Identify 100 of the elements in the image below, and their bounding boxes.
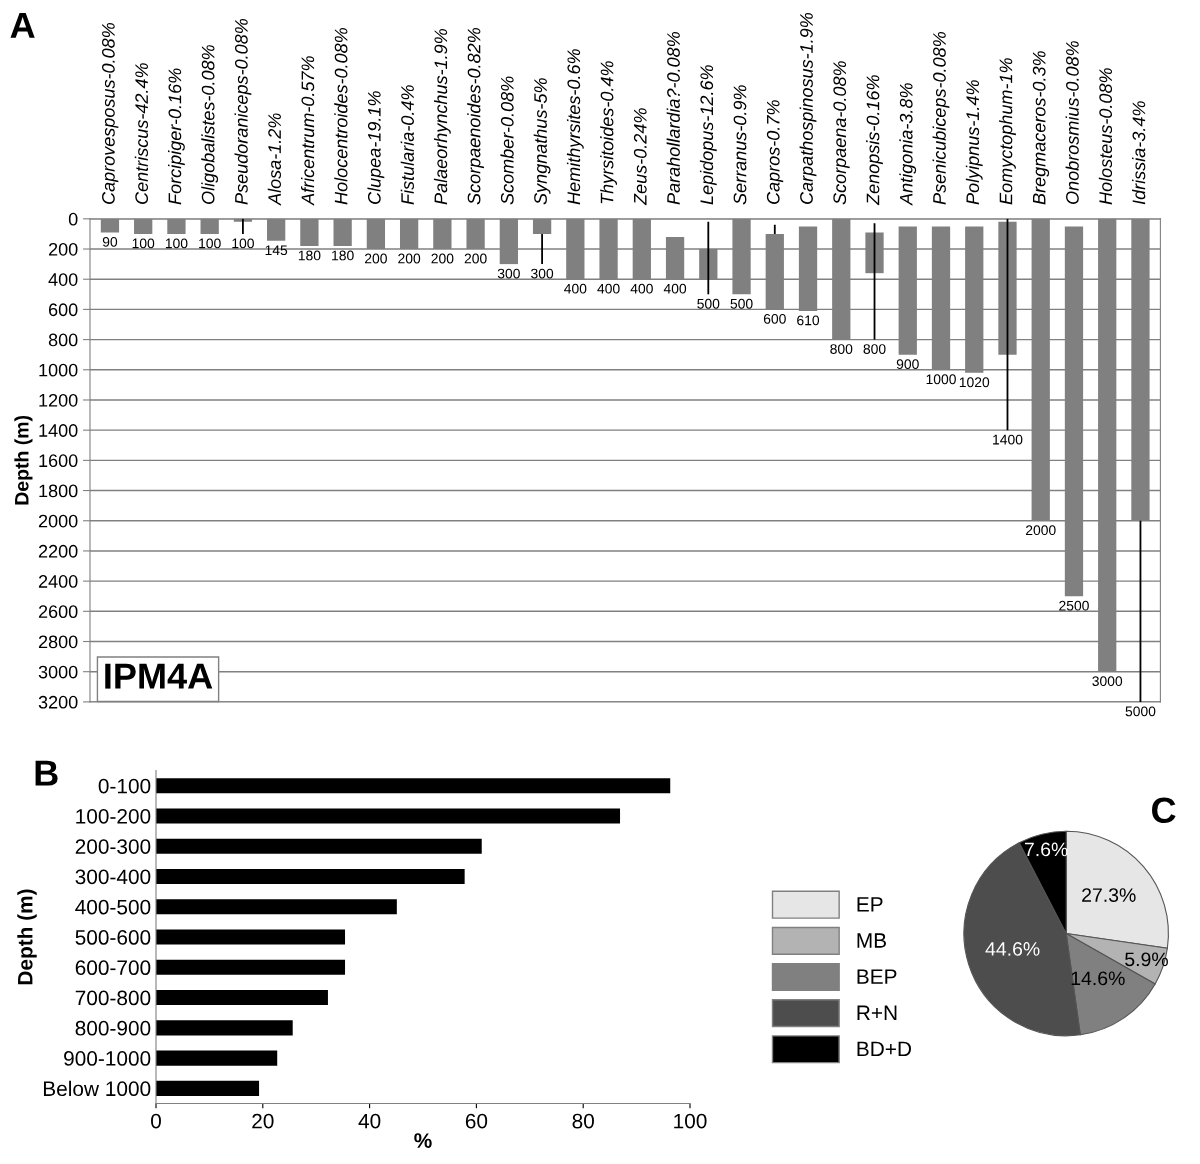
y-tick-label: 200-300: [75, 839, 151, 854]
legend-label: BEP: [857, 969, 897, 984]
x-tick-label: Lepidopus-12.6%: [699, 65, 717, 205]
y-tick-label: 1000: [39, 363, 78, 377]
data-label: 2500: [1059, 600, 1089, 611]
data-label: 300: [497, 268, 520, 279]
x-tick-label: Zenopsis-0.16%: [866, 75, 883, 206]
y-tick-label: 0: [68, 212, 78, 226]
y-tick-label: Below 1000: [43, 1080, 151, 1097]
x-tick-label: Parahollardia?-0.08%: [666, 32, 680, 205]
data-label: 100: [132, 238, 155, 249]
x-tick-label: Clupea-19.1%: [367, 91, 385, 204]
data-label: 1000: [926, 374, 956, 385]
y-tick-label: 800: [48, 333, 78, 347]
y-tick-label: 2400: [38, 575, 78, 588]
x-tick-label: Centriscus-42.4%: [134, 63, 149, 204]
x-tick-label: Holocentroides-0.08%: [334, 28, 348, 205]
data-label: 90: [102, 236, 118, 247]
bar: [156, 1020, 293, 1036]
x-tick-label: 100: [674, 1113, 707, 1129]
data-label: 400: [597, 283, 620, 294]
x-tick-label: 80: [572, 1113, 594, 1129]
x-tick-label: Pseudoraniceps-0.08%: [234, 19, 252, 205]
annotation: IPM4A: [105, 663, 213, 689]
data-label: 180: [298, 250, 321, 261]
chart-title: A: [10, 12, 35, 38]
annotation: 100: [232, 238, 254, 249]
y-tick-label: 1200: [39, 393, 78, 407]
data-label: 100: [165, 238, 188, 249]
y-tick-label: 1600: [39, 454, 78, 468]
bar: [156, 808, 621, 824]
x-tick-label: Carpathospinosus-1.9%: [799, 13, 817, 204]
data-label: 900: [896, 359, 919, 370]
x-tick-label: 40: [358, 1113, 381, 1129]
data-label: 44.6%: [985, 942, 1040, 956]
data-label: 200: [365, 253, 387, 264]
x-tick-label: Psenicubiceps-0.08%: [932, 32, 950, 205]
data-label: 2000: [1025, 525, 1056, 536]
x-tick-label: Eomyctophum-1%: [999, 58, 1016, 205]
data-label: 5.9%: [1125, 952, 1168, 967]
x-tick-label: Hemithyrsites-0.6%: [566, 49, 584, 205]
legend-label: EP: [857, 897, 883, 912]
data-label: 800: [830, 344, 853, 354]
legend-label: BD+D: [857, 1041, 911, 1057]
x-tick-label: Bregmaceros-0.3%: [1032, 51, 1050, 205]
x-axis-title: %: [414, 1133, 432, 1148]
y-tick-label: 3200: [38, 695, 78, 709]
data-label: 100: [199, 238, 221, 249]
x-tick-label: Syngnathus-5%: [533, 78, 551, 205]
y-tick-label: 2600: [38, 605, 78, 619]
data-label: 400: [564, 283, 587, 294]
x-tick-label: Onobrosmius-0.08%: [1065, 41, 1079, 204]
x-tick-label: 20: [252, 1113, 274, 1129]
x-tick-label: Serranus-0.9%: [733, 85, 747, 205]
data-label: 3000: [1092, 676, 1123, 687]
data-label: 145: [265, 245, 288, 256]
bar: [156, 1050, 278, 1066]
y-tick-label: 400: [48, 273, 78, 286]
x-tick-label: Zeus-0.24%: [633, 108, 647, 206]
x-tick-label: Holosteus-0.08%: [1098, 68, 1113, 205]
y-tick-label: 100-200: [76, 808, 151, 824]
data-label: 14.6%: [1071, 971, 1125, 986]
bar: [156, 1080, 260, 1096]
data-label: 200: [464, 253, 487, 264]
x-tick-label: Africentrum-0.57%: [300, 56, 315, 206]
y-tick-label: 2000: [38, 514, 78, 528]
bar: [156, 929, 346, 945]
x-tick-label: Antigonia-3.8%: [899, 83, 917, 206]
x-tick-label: Palaeorhynchus-1.9%: [433, 29, 451, 205]
y-tick-label: 1400: [39, 424, 78, 437]
data-label: 610: [797, 315, 820, 326]
data-label: 200: [431, 253, 454, 264]
y-tick-label: 600: [48, 303, 78, 317]
x-tick-label: 0: [151, 1113, 161, 1129]
y-tick-label: 0-100: [98, 778, 151, 794]
data-label: 180: [332, 250, 354, 261]
y-tick-label: 500-600: [75, 930, 151, 945]
x-tick-label: Scorpaenoides-0.82%: [467, 28, 485, 205]
data-label: 27.3%: [1082, 888, 1136, 902]
x-tick-label: Forcipiger-0.16%: [168, 68, 185, 205]
y-tick-label: 300-400: [75, 869, 151, 885]
annotation: 300: [531, 268, 554, 279]
bar: [156, 868, 465, 885]
x-tick-label: Scomber-0.08%: [500, 76, 514, 205]
y-tick-label: 800-900: [75, 1020, 151, 1036]
annotation: 1400: [993, 434, 1023, 445]
x-tick-label: Alosa-1.2%: [267, 113, 281, 206]
data-label: 200: [398, 253, 421, 264]
x-tick-label: Oligobalistes-0.08%: [201, 45, 219, 204]
y-tick-label: 2800: [38, 635, 78, 649]
x-tick-label: Scorpaena-0.08%: [833, 61, 850, 205]
y-tick-label: 200: [48, 242, 78, 256]
bar: [156, 989, 328, 1006]
bar: [156, 838, 482, 854]
x-tick-label: Thyrsitoides-0.4%: [600, 61, 617, 204]
y-tick-label: 600-700: [75, 960, 151, 976]
y-tick-label: 1800: [39, 484, 78, 498]
x-tick-label: Caprovesposus-0.08%: [102, 23, 119, 204]
annotation: 500: [697, 298, 720, 309]
data-label: 400: [630, 283, 653, 294]
